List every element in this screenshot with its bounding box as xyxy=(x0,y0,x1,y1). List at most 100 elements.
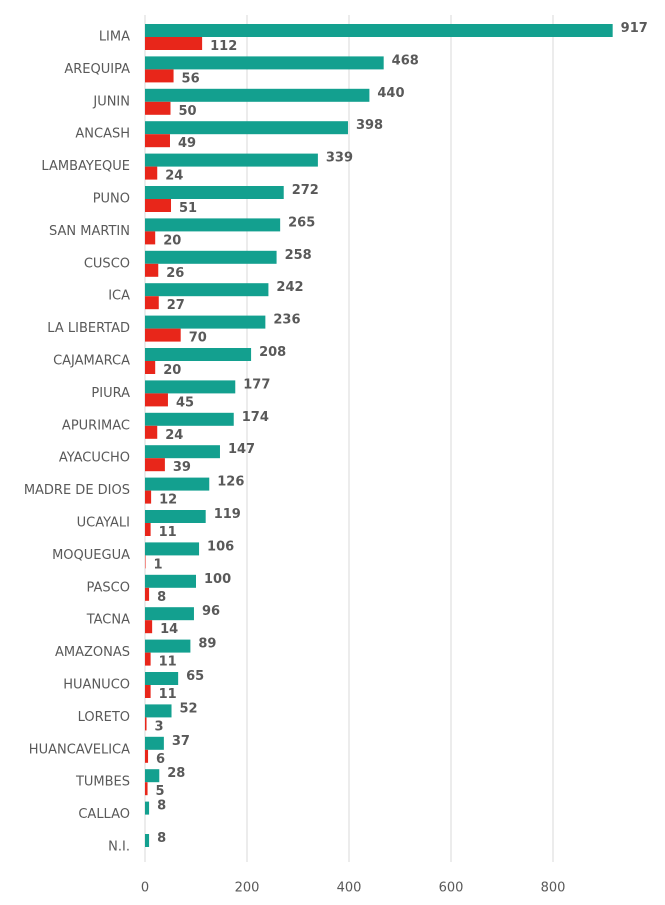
value-label: 56 xyxy=(182,71,200,86)
x-tick-label: 800 xyxy=(541,881,566,896)
bar xyxy=(145,199,172,212)
bar xyxy=(145,620,153,634)
value-label: 106 xyxy=(207,539,234,554)
value-label: 112 xyxy=(210,39,237,54)
value-label: 11 xyxy=(159,525,177,540)
bar xyxy=(145,587,150,601)
bar xyxy=(145,153,318,167)
bar xyxy=(145,56,384,70)
bar xyxy=(145,37,203,50)
bar xyxy=(145,218,281,232)
value-label: 8 xyxy=(157,799,166,814)
bar xyxy=(145,328,181,342)
bar xyxy=(145,250,277,264)
value-label: 39 xyxy=(173,460,191,475)
value-label: 24 xyxy=(165,169,183,184)
bar xyxy=(145,717,147,731)
value-label: 70 xyxy=(189,331,207,346)
bar xyxy=(145,101,171,115)
bar xyxy=(145,607,194,621)
category-label: TUMBES xyxy=(75,775,130,790)
bar xyxy=(145,121,348,135)
value-label: 11 xyxy=(159,655,177,670)
category-label: PASCO xyxy=(87,580,130,595)
category-label: JUNIN xyxy=(92,94,130,109)
bar xyxy=(145,652,151,666)
bar xyxy=(145,296,159,310)
bar xyxy=(145,490,152,504)
bar xyxy=(145,749,149,763)
x-tick-label: 400 xyxy=(337,881,362,896)
value-label: 11 xyxy=(159,687,177,702)
value-label: 100 xyxy=(204,572,231,587)
bar xyxy=(145,458,165,472)
value-label: 20 xyxy=(163,233,181,248)
value-label: 49 xyxy=(178,136,196,151)
value-label: 119 xyxy=(214,507,241,522)
category-label: AMAZONAS xyxy=(55,645,130,660)
category-label: AREQUIPA xyxy=(64,62,130,77)
value-label: 28 xyxy=(167,766,185,781)
bar xyxy=(145,685,151,698)
bar xyxy=(145,736,164,750)
category-label: PIURA xyxy=(91,386,130,401)
bar xyxy=(145,555,146,569)
value-label: 26 xyxy=(166,266,184,281)
value-label: 208 xyxy=(259,345,286,360)
bar xyxy=(145,639,191,653)
bar xyxy=(145,425,158,439)
bar xyxy=(145,412,234,426)
category-label: TACNA xyxy=(86,613,130,628)
category-label: HUANCAVELICA xyxy=(29,742,130,757)
bar xyxy=(145,445,220,459)
value-label: 65 xyxy=(186,669,204,684)
bar xyxy=(145,361,156,374)
value-label: 147 xyxy=(228,442,255,457)
category-label: PUNO xyxy=(93,192,130,207)
value-label: 1 xyxy=(154,557,163,572)
category-label: ICA xyxy=(108,289,130,304)
value-label: 27 xyxy=(167,298,185,313)
value-label: 174 xyxy=(242,410,269,425)
value-label: 126 xyxy=(217,475,244,490)
value-label: 468 xyxy=(392,53,419,68)
category-label: LAMBAYEQUE xyxy=(41,159,130,174)
bar xyxy=(145,69,174,83)
category-label: AYACUCHO xyxy=(59,451,130,466)
value-label: 440 xyxy=(377,86,404,101)
value-label: 258 xyxy=(285,248,312,263)
category-label: CAJAMARCA xyxy=(53,354,130,369)
bar xyxy=(145,782,148,796)
x-tick-label: 0 xyxy=(141,881,149,896)
category-label: N.I. xyxy=(108,840,130,855)
category-label: HUANUCO xyxy=(63,678,130,693)
category-label: CUSCO xyxy=(84,256,130,271)
bar xyxy=(145,769,160,783)
value-label: 339 xyxy=(326,151,353,166)
value-label: 50 xyxy=(179,104,197,119)
bar xyxy=(145,283,269,297)
category-label: SAN MARTIN xyxy=(49,224,130,239)
bar xyxy=(145,231,156,245)
value-label: 177 xyxy=(243,377,270,392)
value-label: 917 xyxy=(621,21,648,36)
bar xyxy=(145,380,236,394)
bar xyxy=(145,348,252,361)
value-label: 398 xyxy=(356,118,383,133)
bar xyxy=(145,801,150,815)
value-label: 52 xyxy=(180,701,198,716)
value-label: 24 xyxy=(165,428,183,443)
value-label: 236 xyxy=(273,313,300,328)
x-tick-label: 200 xyxy=(235,881,260,896)
value-label: 14 xyxy=(160,622,178,637)
bar xyxy=(145,542,200,556)
bar xyxy=(145,393,168,407)
value-label: 8 xyxy=(157,590,166,605)
value-label: 20 xyxy=(163,363,181,378)
bar xyxy=(145,523,151,536)
category-label: UCAYALI xyxy=(77,516,130,531)
value-label: 12 xyxy=(159,493,177,508)
value-label: 89 xyxy=(198,637,216,652)
value-label: 5 xyxy=(156,784,165,799)
category-label: LIMA xyxy=(99,30,130,45)
